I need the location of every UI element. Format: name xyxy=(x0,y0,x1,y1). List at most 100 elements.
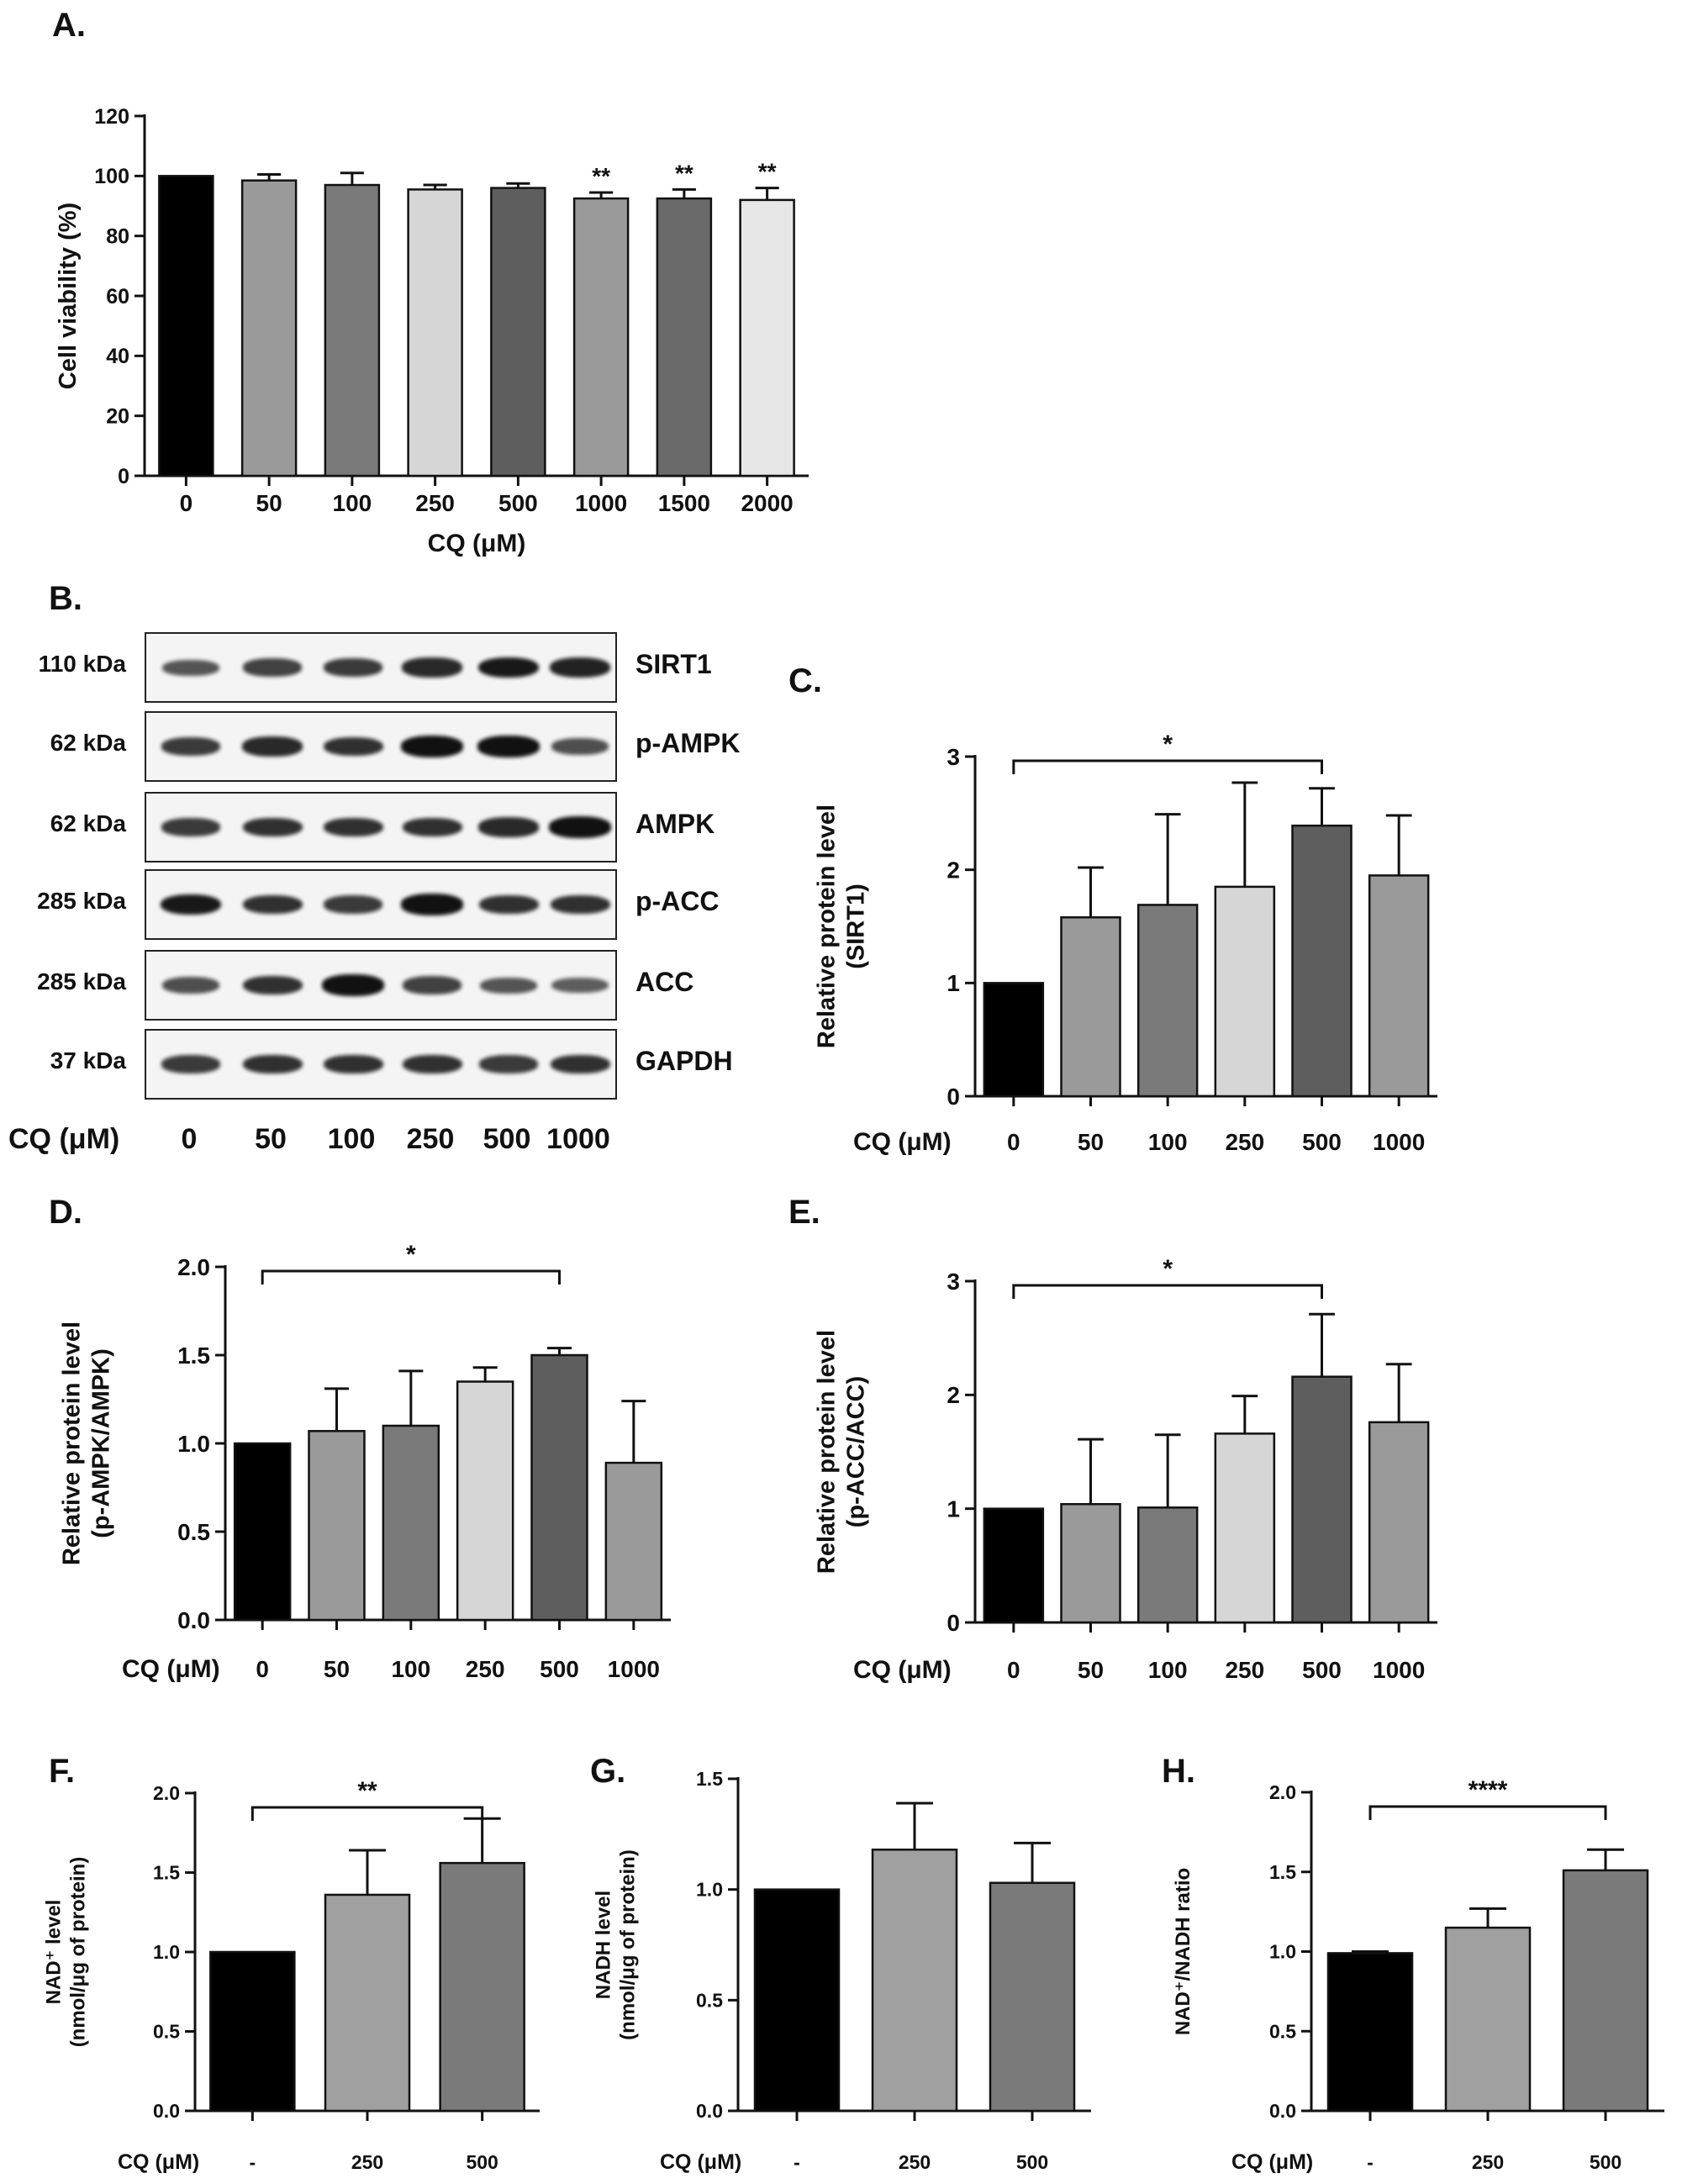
y-tick-label: 1.5 xyxy=(1269,1861,1296,1883)
bar-500 xyxy=(1291,824,1353,1098)
blot-band xyxy=(549,816,611,838)
bar-100 xyxy=(382,1424,440,1622)
x-tick-label: 250 xyxy=(1225,1657,1264,1683)
x-axis-title: CQ (μM) xyxy=(853,1128,952,1156)
bar-0 xyxy=(158,175,214,477)
protein-label: p-AMPK xyxy=(635,728,741,758)
blot-band xyxy=(161,1055,221,1074)
x-tick-label: 250 xyxy=(1225,1129,1264,1155)
blot-band xyxy=(242,975,303,995)
blot-band xyxy=(403,976,461,994)
y-tick-label: 2.0 xyxy=(177,1254,210,1280)
x-tick-label: 250 xyxy=(899,2151,931,2173)
y-tick-label: 1 xyxy=(947,970,960,996)
y-tick-label: 0.0 xyxy=(696,2100,723,2122)
bar-250 xyxy=(1444,1926,1532,2113)
significance-bracket xyxy=(250,1806,484,1821)
panel-label-g: G. xyxy=(590,1753,626,1790)
significance-bracket xyxy=(1012,1284,1323,1299)
molecular-weight-label: 62 kDa xyxy=(50,810,126,836)
y-tick-label: 1.5 xyxy=(153,1862,180,1884)
y-tick-label: 0.0 xyxy=(177,1607,210,1633)
blot-lane-label: 250 xyxy=(406,1123,455,1155)
molecular-weight-label: 37 kDa xyxy=(50,1047,126,1074)
molecular-weight-label: 285 kDa xyxy=(37,888,126,914)
blot-lane-label: 100 xyxy=(327,1123,376,1155)
significance-bracket xyxy=(1368,1805,1607,1820)
x-tick-label: 2000 xyxy=(741,490,793,516)
blot-band xyxy=(480,977,537,994)
panel-label-h: H. xyxy=(1162,1753,1195,1790)
y-tick-label: 3 xyxy=(947,1269,960,1295)
blot-band xyxy=(477,657,540,678)
blot-band xyxy=(160,894,222,915)
bar-- xyxy=(209,1950,296,2113)
y-axis-title: (p-AMPK/AMPK) xyxy=(87,1348,114,1538)
x-tick-label: 500 xyxy=(1590,2151,1622,2173)
bar-250 xyxy=(871,1849,958,2113)
y-tick-label: 40 xyxy=(106,345,129,368)
blot-band xyxy=(550,894,610,915)
blot-band xyxy=(402,1054,462,1074)
bar-500 xyxy=(530,1353,588,1622)
significance-marker: ** xyxy=(675,160,693,186)
x-tick-label: 50 xyxy=(1078,1129,1104,1155)
significance-label: * xyxy=(1163,731,1173,758)
bar-100 xyxy=(324,183,381,477)
blot-band xyxy=(550,1054,610,1074)
y-tick-label: 0.0 xyxy=(153,2100,180,2122)
bar-100 xyxy=(1136,904,1199,1098)
protein-label: ACC xyxy=(635,967,694,997)
x-tick-label: 50 xyxy=(1078,1657,1104,1683)
blot-lane-label: 50 xyxy=(255,1123,287,1155)
y-tick-label: 80 xyxy=(106,224,129,248)
x-tick-label: 500 xyxy=(540,1656,579,1682)
y-tick-label: 0 xyxy=(118,465,129,488)
bar-100 xyxy=(1136,1506,1199,1624)
bar-1500 xyxy=(656,197,713,477)
bar-- xyxy=(1326,1952,1414,2113)
blot-band xyxy=(551,977,609,994)
y-tick-label: 1.0 xyxy=(696,1879,723,1901)
y-tick-label: 60 xyxy=(106,285,129,309)
significance-label: * xyxy=(406,1241,416,1269)
blot-band xyxy=(161,818,221,836)
x-tick-label: 50 xyxy=(324,1656,350,1682)
molecular-weight-label: 110 kDa xyxy=(38,651,126,677)
bar-0 xyxy=(983,982,1045,1098)
blot-lane-label: 500 xyxy=(483,1123,531,1155)
blot-band xyxy=(242,817,303,837)
y-tick-label: 3 xyxy=(947,744,960,770)
significance-label: ** xyxy=(357,1777,377,1805)
x-tick-label: 50 xyxy=(256,490,282,516)
y-axis-title: (nmol/μg of protein) xyxy=(66,1857,89,2048)
blot-row-p-acc xyxy=(145,869,617,940)
blot-band xyxy=(323,658,383,677)
significance-label: **** xyxy=(1469,1776,1508,1804)
significance-label: * xyxy=(1163,1255,1173,1283)
blot-band xyxy=(323,736,383,757)
blot-band xyxy=(243,658,302,677)
y-tick-label: 0 xyxy=(947,1084,960,1110)
y-axis-title: Relative protein level xyxy=(814,804,841,1048)
blot-row-ampk xyxy=(145,792,617,863)
y-tick-label: 0.5 xyxy=(177,1519,210,1545)
x-tick-label: 0 xyxy=(1007,1657,1020,1683)
blot-band xyxy=(401,894,463,915)
x-tick-label: 100 xyxy=(333,490,372,516)
bar-250 xyxy=(407,188,463,477)
y-tick-label: 0 xyxy=(947,1610,960,1636)
bar-0 xyxy=(233,1442,292,1622)
blot-row-sirt1 xyxy=(145,632,617,703)
blot-band xyxy=(242,894,303,915)
blot-band xyxy=(323,1054,383,1074)
x-tick-label: 100 xyxy=(1148,1657,1188,1683)
x-tick-label: 1500 xyxy=(658,490,710,516)
x-axis-title: CQ (μM) xyxy=(118,2150,199,2174)
y-tick-label: 1.5 xyxy=(177,1343,210,1369)
x-tick-label: 1000 xyxy=(1373,1129,1425,1155)
blot-lane-label: 1000 xyxy=(546,1123,610,1155)
y-tick-label: 20 xyxy=(106,404,129,428)
